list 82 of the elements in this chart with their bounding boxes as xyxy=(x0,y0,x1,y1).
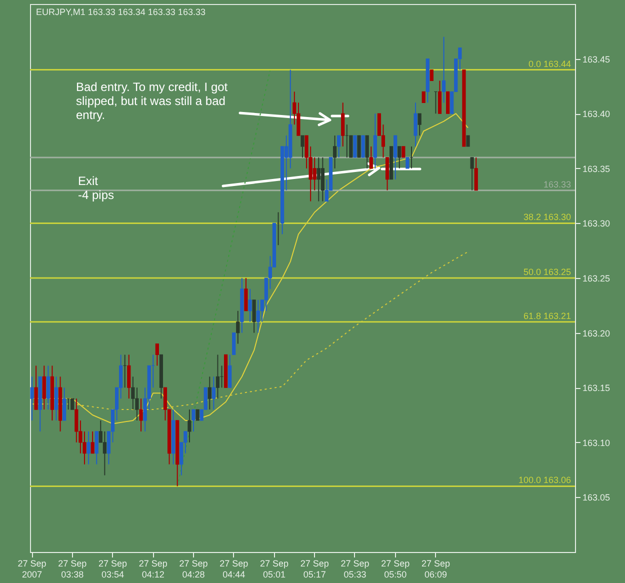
x-tick-label: 27 Sep 05:50 xyxy=(381,558,410,580)
candlestick xyxy=(474,156,478,191)
candlestick xyxy=(192,409,196,432)
candlestick xyxy=(446,91,450,114)
ref-line-label: 163.33 xyxy=(543,179,571,190)
candlestick xyxy=(466,135,470,147)
candlestick xyxy=(139,398,143,432)
candlestick xyxy=(422,91,426,103)
candlestick xyxy=(244,278,248,312)
x-tick-label: 27 Sep 06:09 xyxy=(421,558,450,580)
candlestick xyxy=(208,376,212,410)
candlestick xyxy=(406,156,410,169)
x-tick-label: 27 Sep 04:44 xyxy=(220,558,248,580)
candlestick xyxy=(337,135,341,158)
candlestick xyxy=(102,430,106,476)
ref-line-label: 100.0 163.06 xyxy=(518,475,571,486)
candlestick xyxy=(70,398,74,410)
candlestick xyxy=(470,156,474,191)
candlestick xyxy=(402,146,406,158)
candlestick xyxy=(418,113,422,136)
candlestick xyxy=(430,69,434,82)
candlestick xyxy=(46,365,50,410)
ref-line-label: 0.0 163.44 xyxy=(528,58,571,69)
candlestick xyxy=(42,365,46,410)
x-tick-label: 27 Sep 05:33 xyxy=(340,558,370,580)
x-tick-label: 27 Sep 03:54 xyxy=(98,558,128,580)
candlestick xyxy=(252,299,256,334)
candlestick xyxy=(361,135,365,158)
candlestick xyxy=(369,146,373,169)
x-tick-label: 27 Sep 05:01 xyxy=(260,558,289,580)
x-tick-label: 27 Sep 05:17 xyxy=(300,558,329,580)
y-tick-label: 163.25 xyxy=(582,274,610,284)
candlestick xyxy=(341,102,345,147)
candlestick xyxy=(248,288,252,322)
y-tick-label: 163.45 xyxy=(582,54,610,64)
candlestick xyxy=(54,376,58,421)
ref-line-label: 38.2 163.30 xyxy=(523,212,571,222)
ref-line-label: 61.8 163.21 xyxy=(523,310,571,321)
y-tick-label: 163.10 xyxy=(582,438,610,448)
candlestick xyxy=(353,135,357,158)
annotation: Exit -4 pips xyxy=(78,174,114,202)
candlestick xyxy=(414,102,418,147)
candlestick xyxy=(86,430,90,465)
candlestick xyxy=(332,135,337,169)
y-tick-label: 163.15 xyxy=(582,383,610,394)
candlestick xyxy=(94,430,98,465)
x-tick-label: 27 Sep 2007 xyxy=(18,558,46,580)
annotation: Bad entry. To my credit, I got slipped, but it was still a bad entry. xyxy=(76,80,228,122)
candlestick xyxy=(365,135,369,169)
chart-title: EURJPY,M1 163.33 163.34 163.33 163.33 xyxy=(36,7,206,17)
x-tick-label: 27 Sep 03:38 xyxy=(58,558,87,580)
candlestick xyxy=(312,156,316,191)
y-tick-label: 163.40 xyxy=(582,109,610,120)
candlestick xyxy=(30,376,34,421)
y-tick-label: 163.30 xyxy=(582,218,610,229)
y-tick-label: 163.20 xyxy=(582,328,610,338)
candlestick xyxy=(320,156,324,202)
x-tick-label: 27 Sep 04:28 xyxy=(179,558,208,580)
candlestick xyxy=(398,146,402,169)
candlestick xyxy=(394,135,398,180)
candlestick xyxy=(196,409,200,421)
candlestick xyxy=(216,354,220,400)
candlestick xyxy=(385,156,390,191)
candlestick xyxy=(373,113,377,169)
candlestick xyxy=(127,354,131,400)
candlestick xyxy=(256,299,260,334)
candlestick xyxy=(90,430,94,454)
ref-line-label: 50.0 163.25 xyxy=(523,267,571,277)
candlestick xyxy=(357,135,361,158)
candlestick xyxy=(316,156,320,202)
candlestick xyxy=(212,376,216,410)
candlestick xyxy=(188,409,192,443)
candlestick xyxy=(442,36,446,104)
candlestick xyxy=(34,365,38,410)
candlestick xyxy=(155,343,159,366)
y-tick-label: 163.35 xyxy=(582,164,610,174)
candlestick xyxy=(438,80,442,114)
candlestick xyxy=(300,135,304,158)
candlestick xyxy=(62,387,66,421)
y-tick-label: 163.05 xyxy=(582,492,610,503)
candlestick xyxy=(236,310,240,344)
x-tick-label: 27 Sep 04:12 xyxy=(138,558,168,580)
